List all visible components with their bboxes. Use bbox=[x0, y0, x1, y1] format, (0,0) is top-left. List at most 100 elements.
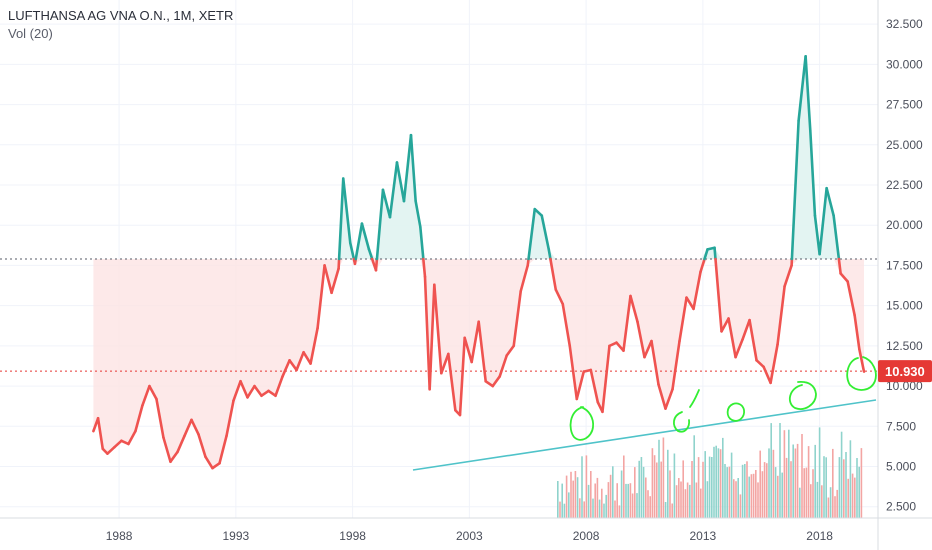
annotation-circle-2017[interactable] bbox=[788, 380, 817, 410]
price-segment bbox=[839, 272, 849, 283]
volume-bar bbox=[614, 500, 616, 518]
price-segment bbox=[463, 336, 473, 364]
volume-bar bbox=[735, 481, 737, 518]
price-segment bbox=[720, 317, 730, 333]
price-segment bbox=[561, 302, 572, 348]
y-tick-label: 15.000 bbox=[886, 299, 923, 313]
volume-bar bbox=[836, 489, 838, 518]
volume-bar bbox=[627, 483, 629, 518]
price-segment bbox=[484, 379, 495, 388]
price-segment bbox=[134, 404, 144, 433]
volume-bar bbox=[750, 474, 753, 518]
volume-bar bbox=[737, 478, 739, 518]
volume-bar bbox=[785, 457, 788, 518]
volume-bar bbox=[856, 458, 858, 518]
volume-bar bbox=[623, 455, 625, 518]
price-segment bbox=[657, 383, 667, 410]
volume-bar bbox=[664, 502, 667, 518]
price-segment bbox=[790, 119, 800, 261]
annotation-circle-2003[interactable] bbox=[569, 406, 594, 441]
volume-bar bbox=[858, 466, 860, 518]
volume-bar bbox=[572, 480, 574, 518]
volume-bar bbox=[634, 467, 636, 518]
volume-bar bbox=[849, 440, 852, 518]
annotation-circle-2009[interactable] bbox=[673, 389, 700, 433]
volume-bar bbox=[788, 429, 790, 518]
green-circle-annotations[interactable] bbox=[569, 356, 877, 441]
price-segment bbox=[367, 248, 374, 261]
price-segment bbox=[106, 445, 116, 455]
volume-bar bbox=[583, 501, 585, 518]
volume-bar bbox=[792, 444, 794, 518]
price-segment bbox=[440, 352, 450, 375]
price-segment bbox=[162, 436, 172, 463]
volume-bar bbox=[726, 467, 728, 518]
volume-bar bbox=[821, 485, 823, 518]
above-baseline-fill bbox=[93, 56, 864, 259]
price-segment bbox=[505, 344, 516, 357]
annotation-circle-2020[interactable] bbox=[846, 356, 877, 391]
price-segment bbox=[692, 270, 702, 311]
x-tick-label: 1988 bbox=[106, 529, 133, 543]
volume-bar bbox=[675, 485, 678, 518]
volume-bar bbox=[860, 448, 863, 518]
price-segment bbox=[337, 257, 341, 270]
volume-bar bbox=[559, 501, 561, 518]
y-tick-label: 2.500 bbox=[886, 500, 916, 514]
price-segment bbox=[804, 55, 812, 132]
price-line-series bbox=[92, 55, 866, 470]
price-segment bbox=[239, 379, 249, 399]
volume-bar bbox=[759, 450, 761, 518]
price-segment bbox=[741, 318, 751, 341]
volume-bar bbox=[653, 455, 656, 518]
price-segment bbox=[295, 351, 305, 372]
volume-bar bbox=[678, 478, 680, 518]
volume-bar bbox=[772, 449, 775, 518]
volume-bar bbox=[686, 482, 689, 518]
y-tick-label: 22.500 bbox=[886, 178, 923, 192]
volume-bar bbox=[845, 452, 847, 518]
volume-bar bbox=[570, 471, 572, 518]
price-segment bbox=[498, 354, 509, 378]
price-segment bbox=[169, 450, 179, 463]
price-segment bbox=[211, 462, 221, 470]
volume-bar bbox=[693, 435, 695, 518]
support-trendline[interactable] bbox=[412, 399, 877, 471]
symbol-title[interactable]: LUFTHANSA AG VNA O.N., 1M, XETR bbox=[8, 8, 234, 23]
volume-bar bbox=[607, 482, 610, 518]
price-segment bbox=[477, 320, 488, 383]
price-segment bbox=[360, 222, 371, 251]
volume-bar bbox=[587, 484, 590, 518]
volume-bar bbox=[715, 445, 717, 518]
volume-indicator-label[interactable]: Vol (20) bbox=[8, 26, 53, 41]
price-segment bbox=[629, 294, 639, 324]
volume-bar bbox=[651, 448, 654, 518]
volume-bar bbox=[752, 473, 755, 518]
volume-bar bbox=[810, 484, 812, 518]
price-segment bbox=[96, 416, 105, 451]
price-segment bbox=[309, 326, 319, 365]
price-segment bbox=[281, 359, 291, 378]
price-segment bbox=[218, 434, 228, 465]
volume-bar bbox=[581, 456, 583, 518]
volume-bar bbox=[770, 423, 772, 518]
volume-bar bbox=[777, 475, 779, 518]
volume-bar bbox=[618, 505, 621, 518]
price-segment bbox=[225, 399, 235, 438]
price-segment bbox=[825, 186, 835, 217]
x-tick-label: 2003 bbox=[456, 529, 483, 543]
price-segment bbox=[601, 344, 611, 414]
volume-bar bbox=[592, 498, 594, 518]
y-axis-labels: 32.500 30.000 27.500 25.000 22.500 20.000 17.5… bbox=[886, 17, 923, 514]
price-segment bbox=[428, 283, 436, 391]
price-segment bbox=[419, 225, 425, 261]
volume-bar bbox=[656, 462, 658, 518]
y-tick-label: 25.000 bbox=[886, 138, 923, 152]
y-tick-label: 17.500 bbox=[886, 258, 923, 272]
price-segment bbox=[727, 317, 737, 359]
annotation-circle-2012[interactable] bbox=[726, 402, 745, 422]
volume-bar bbox=[689, 484, 691, 518]
volume-bar bbox=[700, 488, 702, 518]
volume-bar bbox=[827, 497, 830, 518]
